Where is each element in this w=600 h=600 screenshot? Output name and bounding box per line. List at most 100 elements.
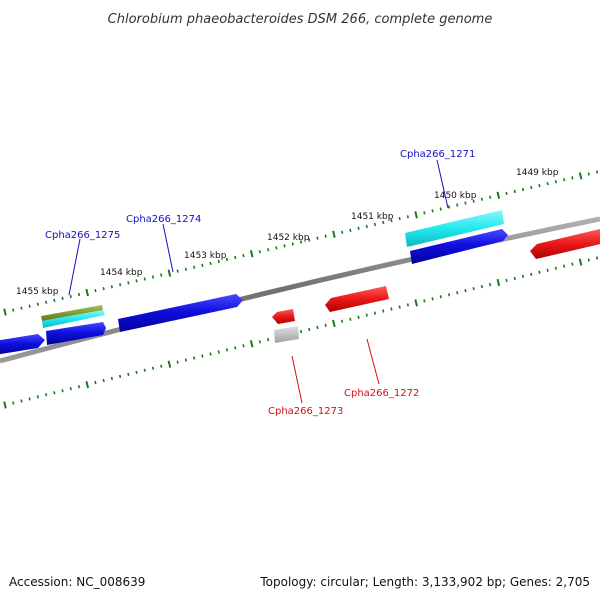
- outer-minor-tick: [480, 197, 483, 201]
- outer-major-tick: [332, 230, 336, 238]
- inner-minor-tick: [28, 397, 31, 401]
- outer-minor-tick: [316, 236, 319, 240]
- outer-major-tick: [496, 191, 501, 199]
- leader-line-1272: [366, 338, 380, 385]
- inner-minor-tick: [513, 276, 516, 281]
- inner-minor-tick: [135, 370, 138, 374]
- gene-feature-right-edge[interactable]: [530, 229, 600, 259]
- outer-minor-tick: [20, 306, 23, 310]
- inner-minor-tick: [316, 325, 319, 330]
- outer-minor-tick: [201, 263, 204, 267]
- inner-minor-tick: [299, 329, 303, 334]
- gene-feature-1271-cds[interactable]: [410, 229, 508, 264]
- outer-minor-tick: [439, 207, 442, 211]
- inner-minor-tick: [102, 378, 105, 383]
- gene-label-cpha266-1274[interactable]: Cpha266_1274: [126, 214, 201, 225]
- outer-minor-tick: [61, 296, 64, 300]
- outer-minor-tick: [135, 279, 138, 283]
- outer-minor-tick: [554, 180, 557, 184]
- gene-feature-1272-cds[interactable]: [325, 286, 389, 312]
- scale-ticks-inner: [3, 256, 599, 409]
- outer-minor-tick: [119, 283, 122, 287]
- inner-minor-tick: [192, 356, 196, 360]
- outer-minor-tick: [464, 201, 467, 205]
- genome-backbone: [0, 216, 600, 364]
- inner-minor-tick: [127, 372, 130, 376]
- outer-minor-tick: [423, 211, 426, 215]
- inner-minor-tick: [447, 293, 451, 297]
- inner-minor-tick: [571, 262, 574, 266]
- outer-major-tick: [414, 211, 418, 219]
- outer-minor-tick: [258, 250, 261, 254]
- gene-feature-1275-olive[interactable]: [41, 305, 103, 321]
- inner-major-tick: [85, 380, 90, 389]
- gene-feature-1273-grey[interactable]: [274, 326, 299, 343]
- outer-minor-tick: [341, 230, 344, 234]
- outer-minor-tick: [357, 226, 360, 230]
- outer-minor-tick: [267, 248, 270, 252]
- inner-minor-tick: [151, 366, 155, 370]
- inner-minor-tick: [77, 384, 81, 389]
- inner-minor-tick: [382, 309, 385, 313]
- outer-minor-tick: [308, 238, 311, 242]
- inner-minor-tick: [209, 352, 212, 356]
- gene-feature-1274-cds[interactable]: [118, 294, 243, 332]
- outer-major-tick: [578, 172, 583, 180]
- inner-minor-tick: [365, 313, 368, 317]
- inner-minor-tick: [94, 380, 97, 385]
- inner-minor-tick: [595, 256, 599, 260]
- inner-minor-tick: [324, 323, 327, 327]
- outer-minor-tick: [349, 228, 352, 232]
- gene-label-cpha266-1275[interactable]: Cpha266_1275: [45, 230, 120, 241]
- gene-feature-1275-cyan[interactable]: [42, 310, 105, 328]
- outer-minor-tick: [324, 234, 327, 238]
- inner-minor-tick: [538, 270, 541, 274]
- inner-minor-tick: [143, 368, 146, 372]
- gene-label-cpha266-1271[interactable]: Cpha266_1271: [400, 149, 475, 160]
- tick-label-1450-kbp: 1450 kbp: [434, 191, 477, 201]
- inner-minor-tick: [201, 354, 204, 358]
- inner-major-tick: [249, 340, 254, 348]
- gene-feature-1271-cyan[interactable]: [405, 210, 504, 247]
- leader-line-1273: [291, 355, 303, 404]
- outer-minor-tick: [587, 172, 590, 176]
- outer-minor-tick: [176, 269, 179, 273]
- tick-label-1455-kbp: 1455 kbp: [16, 287, 59, 297]
- gene-feature-1275-cds[interactable]: [46, 322, 106, 345]
- outer-minor-tick: [456, 203, 459, 207]
- inner-minor-tick: [587, 258, 590, 262]
- tick-label-1452-kbp: 1452 kbp: [267, 233, 310, 243]
- outer-minor-tick: [563, 178, 566, 182]
- inner-major-tick: [414, 299, 418, 307]
- inner-minor-tick: [118, 374, 122, 379]
- outer-major-tick: [85, 288, 89, 297]
- tick-label-1454-kbp: 1454 kbp: [100, 268, 143, 278]
- inner-major-tick: [167, 360, 172, 368]
- inner-minor-tick: [480, 284, 484, 289]
- outer-minor-tick: [36, 302, 39, 306]
- inner-minor-tick: [431, 297, 434, 301]
- inner-minor-tick: [439, 295, 442, 299]
- outer-minor-tick: [299, 240, 303, 244]
- inner-minor-tick: [160, 364, 163, 368]
- outer-minor-tick: [209, 261, 212, 265]
- outer-minor-tick: [505, 191, 508, 195]
- outer-minor-tick: [160, 273, 163, 277]
- outer-minor-tick: [513, 189, 516, 194]
- inner-minor-tick: [488, 282, 492, 287]
- inner-minor-tick: [554, 266, 558, 270]
- gene-feature-left-edge[interactable]: [0, 334, 45, 355]
- inner-minor-tick: [225, 348, 229, 352]
- outer-minor-tick: [28, 304, 31, 308]
- outer-minor-tick: [406, 215, 409, 219]
- tick-label-1449-kbp: 1449 kbp: [516, 168, 559, 178]
- inner-minor-tick: [530, 272, 533, 276]
- gene-label-cpha266-1273[interactable]: Cpha266_1273: [268, 406, 343, 417]
- inner-minor-tick: [308, 327, 311, 332]
- inner-minor-tick: [176, 360, 179, 364]
- gene-label-cpha266-1272[interactable]: Cpha266_1272: [344, 388, 419, 399]
- outer-minor-tick: [275, 246, 278, 250]
- inner-minor-tick: [12, 401, 15, 405]
- outer-minor-tick: [143, 277, 146, 281]
- gene-feature-1273-cds[interactable]: [272, 309, 295, 324]
